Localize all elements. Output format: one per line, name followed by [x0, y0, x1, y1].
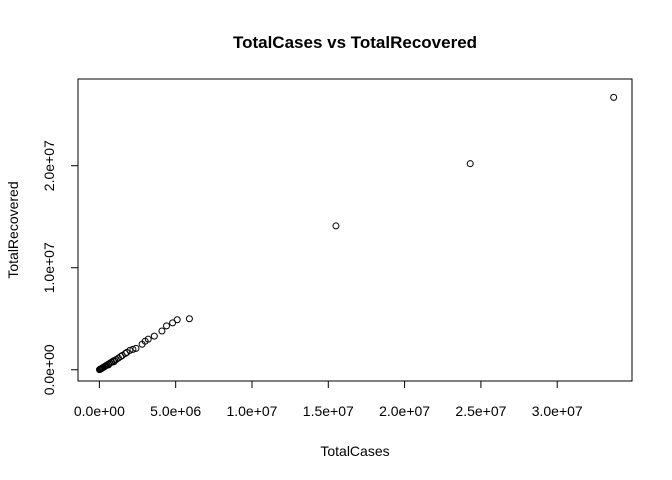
x-tick-label: 3.0e+07: [532, 403, 583, 419]
data-point: [466, 160, 474, 168]
data-point: [169, 319, 177, 327]
data-point: [132, 344, 140, 352]
y-tick-label: 0.0e+00: [41, 344, 57, 395]
x-tick-label: 5.0e+06: [150, 403, 201, 419]
data-point: [105, 361, 113, 369]
data-point: [163, 322, 171, 330]
y-axis: 0.0e+00 1.0e+07 2.0e+07: [41, 140, 79, 395]
data-point: [110, 358, 118, 366]
data-point: [185, 315, 193, 323]
y-tick-label: 2.0e+07: [41, 140, 57, 191]
x-tick-label: 2.0e+07: [379, 403, 430, 419]
data-point: [150, 332, 158, 340]
x-axis: 0.0e+00 5.0e+06 1.0e+07 1.5e+07 2.0e+07 2.5e+…: [74, 380, 583, 419]
y-axis-label: TotalRecovered: [5, 181, 21, 278]
data-points: [96, 93, 618, 374]
chart-title: TotalCases vs TotalRecovered: [233, 33, 477, 52]
x-tick-label: 1.0e+07: [226, 403, 277, 419]
data-point: [610, 93, 618, 101]
data-point: [332, 222, 340, 230]
x-tick-label: 1.5e+07: [303, 403, 354, 419]
x-axis-label: TotalCases: [320, 443, 389, 459]
data-point: [129, 345, 137, 353]
data-point: [158, 327, 166, 335]
data-point: [96, 366, 104, 374]
x-tick-label: 0.0e+00: [74, 403, 125, 419]
y-tick-label: 1.0e+07: [41, 242, 57, 293]
data-point: [138, 340, 146, 348]
x-tick-label: 2.5e+07: [455, 403, 506, 419]
